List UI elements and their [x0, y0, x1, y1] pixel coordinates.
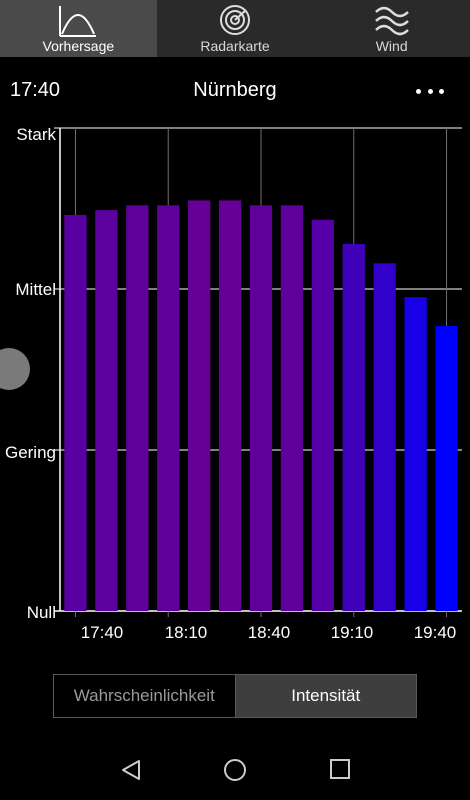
mode-toggle: Wahrscheinlichkeit Intensität	[53, 674, 417, 718]
tab-vorhersage[interactable]: Vorhersage	[0, 0, 157, 57]
y-tick-label-stark: Stark	[16, 125, 56, 144]
toggle-wahrscheinlichkeit[interactable]: Wahrscheinlichkeit	[54, 675, 236, 717]
x-tick-label: 18:10	[164, 623, 208, 642]
tab-vorhersage-label: Vorhersage	[42, 38, 115, 54]
top-tab-bar: Vorhersage Radarkarte Wind	[0, 0, 470, 57]
chart-bar	[64, 214, 87, 611]
radar-icon	[217, 2, 253, 41]
y-tick-label-mittel: Mittel	[15, 280, 56, 299]
x-tick-label: 18:40	[247, 623, 291, 642]
recents-icon[interactable]	[329, 758, 351, 785]
chart-bar	[249, 205, 273, 611]
chart-bar	[157, 205, 180, 611]
chart-bar	[311, 219, 334, 611]
city-name[interactable]: Nürnberg	[193, 79, 277, 101]
more-options-button[interactable]	[416, 83, 444, 99]
chart-canvas	[54, 127, 462, 617]
chart-bar	[342, 243, 365, 612]
chart-bar	[188, 200, 211, 611]
waves-icon	[372, 2, 412, 41]
more-dots-icon	[416, 88, 421, 94]
system-nav-bar	[0, 740, 470, 800]
x-tick-label: 19:10	[330, 623, 374, 642]
header: 17:40 Nürnberg	[0, 57, 470, 123]
tab-wind[interactable]: Wind	[313, 0, 470, 57]
home-icon[interactable]	[223, 758, 247, 787]
chart-bar	[95, 210, 118, 612]
x-tick-label: 17:40	[80, 623, 124, 642]
toggle-intensitaet[interactable]: Intensität	[235, 675, 416, 717]
tab-wind-label: Wind	[375, 38, 408, 54]
current-time: 17:40	[10, 79, 61, 101]
chart-bar	[218, 200, 242, 611]
y-tick-label-null: Null	[26, 603, 56, 622]
chart-bar	[404, 297, 427, 611]
precipitation-chart: Stark Mittel Gering Null 17:40 18:10 18:…	[0, 123, 470, 663]
y-tick-label-gering: Gering	[4, 443, 56, 462]
tab-radarkarte[interactable]: Radarkarte	[157, 0, 314, 57]
back-icon[interactable]	[120, 758, 142, 787]
chart-bar	[373, 263, 396, 611]
x-tick-label: 19:40	[413, 623, 457, 642]
more-dots-icon-3	[439, 88, 444, 94]
tab-radarkarte-label: Radarkarte	[200, 38, 270, 54]
chart-bar	[280, 205, 304, 611]
curve-icon	[56, 2, 100, 41]
chart-bar	[435, 326, 458, 611]
more-dots-icon-2	[427, 88, 433, 94]
chart-bar	[126, 205, 149, 611]
